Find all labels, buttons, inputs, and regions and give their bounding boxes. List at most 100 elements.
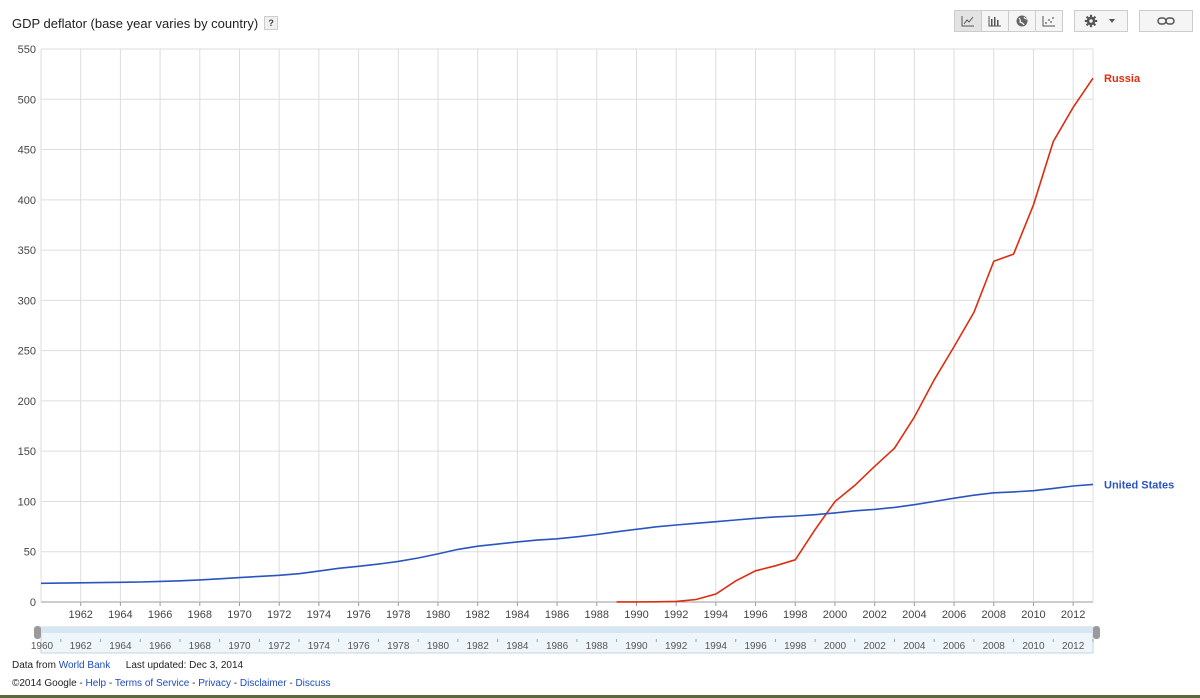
bar-chart-icon [988,16,1001,27]
legend: Russia United States [1104,73,1174,491]
navigator-label: 1966 [149,641,172,652]
navigator-label: 1978 [387,641,410,652]
x-tick-label: 1972 [267,609,291,621]
navigator-label: 1998 [784,641,807,652]
navigator-label: 1986 [546,641,569,652]
x-tick-label: 2004 [902,609,926,621]
settings-dropdown-button[interactable] [1074,10,1128,32]
chart-title: GDP deflator (base year varies by countr… [12,15,259,31]
y-tick-label: 300 [18,295,36,307]
navigator-label: 1970 [228,641,251,652]
chart-type-toolbar [954,10,1063,32]
x-tick-label: 2008 [982,609,1006,621]
navigator-label: 1974 [308,641,331,652]
navigator-label: 1990 [625,641,648,652]
x-tick-label: 1978 [386,609,410,621]
x-tick-label: 1982 [465,609,489,621]
link-icon [1157,17,1175,25]
y-tick-label: 450 [18,145,36,157]
bar-chart-button[interactable] [981,10,1009,32]
series-line-russia[interactable] [616,77,1094,603]
help-icon[interactable]: ? [264,16,279,30]
y-tick-label: 50 [24,547,36,559]
terms-link[interactable]: Terms of Service [114,678,190,689]
x-tick-label: 1984 [505,609,529,621]
navigator-label: 2008 [983,641,1006,652]
navigator-highlight [41,627,1093,633]
line-chart-icon [961,16,974,27]
x-tick-label: 2002 [862,609,886,621]
x-tick-label: 1988 [585,609,609,621]
x-tick-label: 2000 [823,609,847,621]
x-tick-label: 2012 [1061,609,1085,621]
x-tick-label: 1974 [307,609,331,621]
world-bank-link[interactable]: World Bank [58,660,111,671]
navigator-label: 1976 [347,641,370,652]
x-tick-label: 1962 [68,609,92,621]
navigator-label: 1972 [268,641,291,652]
legend-label-united-states[interactable]: United States [1104,479,1174,491]
gear-icon [1084,14,1098,28]
x-tick-label: 1986 [545,609,569,621]
series-line-united-states[interactable] [40,483,1094,585]
x-tick-label: 1976 [346,609,370,621]
navigator-right-handle[interactable] [1093,626,1100,639]
y-tick-label: 150 [18,446,36,458]
axes: 0 50 100 150 200 250 300 350 400 450 500 550 1962 196… [18,44,1086,621]
y-tick-label: 200 [18,396,36,408]
copyright-line: ©2014 Google - Help - Terms of Service -… [12,678,331,689]
globe-map-icon [1016,15,1028,27]
y-tick-label: 250 [18,346,36,358]
x-tick-label: 2006 [942,609,966,621]
link-button[interactable] [1139,10,1193,32]
map-chart-button[interactable] [1008,10,1036,32]
privacy-link[interactable]: Privacy [198,678,231,689]
x-tick-label: 2010 [1021,609,1045,621]
help-link[interactable]: Help [85,678,107,689]
x-tick-label: 1970 [227,609,251,621]
caret-down-icon [1109,19,1115,23]
navigator-label: 1988 [586,641,609,652]
x-tick-label: 1998 [783,609,807,621]
bottom-border [0,695,1200,698]
data-from-label: Data from [12,660,56,671]
x-tick-label: 1966 [148,609,172,621]
series-layer [40,77,1094,603]
x-tick-label: 1996 [743,609,767,621]
time-navigator[interactable]: 1960 1962 1964 1966 1968 1970 1972 1974 1976 1978… [31,626,1100,654]
disclaimer-link[interactable]: Disclaimer [239,678,287,689]
navigator-label: 1982 [467,641,490,652]
navigator-label: 2006 [943,641,966,652]
y-tick-label: 550 [18,44,36,56]
navigator-label: 1994 [705,641,728,652]
navigator-label: 2012 [1062,641,1085,652]
copyright-text: ©2014 Google - [12,678,83,689]
x-tick-label: 1990 [624,609,648,621]
data-source-line: Data from World Bank Last updated: Dec 3… [12,660,243,671]
title-row: GDP deflator (base year varies by countr… [12,13,279,33]
y-tick-label: 500 [18,94,36,106]
y-tick-label: 350 [18,245,36,257]
navigator-label: 2000 [824,641,847,652]
line-chart-button[interactable] [954,10,982,32]
navigator-label: 1984 [506,641,529,652]
navigator-label: 1960 [31,641,54,652]
scatter-chart-button[interactable] [1035,10,1063,32]
navigator-label: 2010 [1022,641,1045,652]
x-tick-label: 1992 [664,609,688,621]
discuss-link[interactable]: Discuss [295,678,331,689]
navigator-label: 1964 [109,641,132,652]
navigator-label: 1980 [427,641,450,652]
navigator-label: 2004 [903,641,926,652]
grid [40,48,1094,603]
y-tick-label: 100 [18,496,36,508]
navigator-label: 1962 [70,641,93,652]
x-tick-label: 1968 [188,609,212,621]
x-tick-label: 1964 [108,609,132,621]
navigator-left-handle[interactable] [34,626,41,639]
legend-label-russia[interactable]: Russia [1104,73,1141,85]
navigator-label: 1992 [665,641,688,652]
x-tick-label: 1994 [704,609,728,621]
y-tick-label: 0 [30,597,36,609]
